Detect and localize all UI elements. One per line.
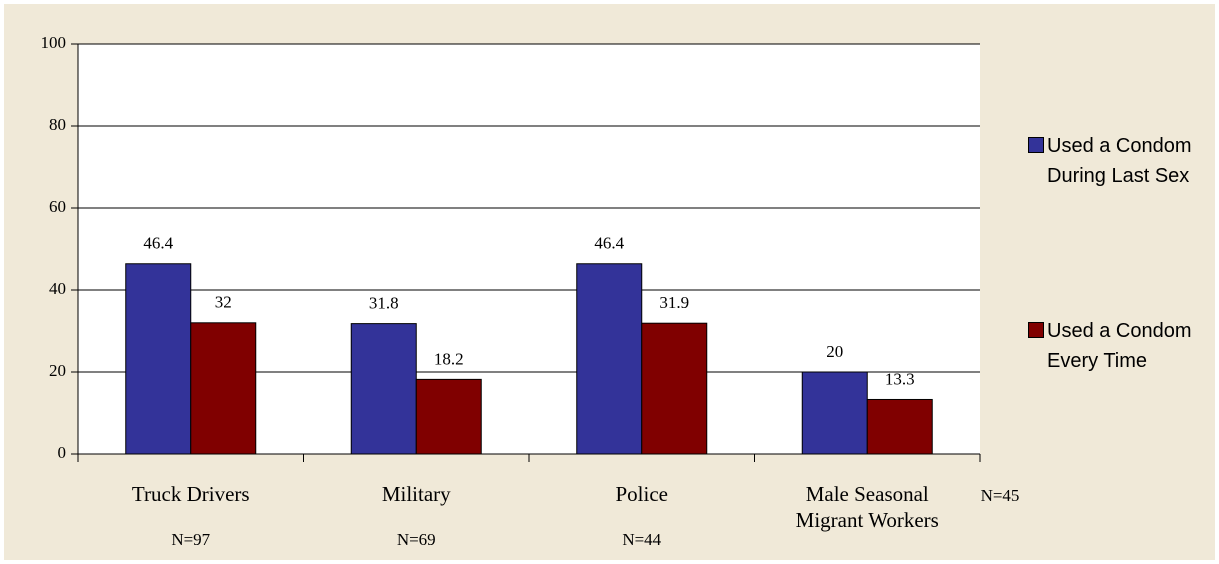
legend-label: Used a Condom Every Time — [1047, 320, 1192, 372]
legend-swatch — [1028, 137, 1044, 153]
chart-svg: 0 20 40 60 80 100 46.4 32 31.8 18.2 46.4 31.9 20 13.3 — [41, 33, 981, 462]
bar — [350, 323, 417, 455]
bar — [125, 263, 192, 455]
sample-size: N=97 — [171, 530, 211, 549]
bar — [866, 398, 933, 455]
value-label: 32 — [215, 293, 232, 312]
y-tick-label: 0 — [58, 443, 67, 462]
bar — [415, 378, 482, 455]
y-tick-label: 20 — [49, 361, 66, 380]
value-label: 31.8 — [369, 294, 399, 313]
x-tick-label: Military — [381, 482, 451, 506]
bar — [801, 371, 868, 455]
bar — [576, 263, 643, 455]
value-label: 18.2 — [434, 349, 464, 368]
y-tick-label: 40 — [49, 279, 66, 298]
value-label: 31.9 — [659, 293, 689, 312]
legend-label: Used a Condom During Last Sex — [1047, 135, 1192, 187]
value-label: 46.4 — [594, 234, 624, 253]
value-label: 46.4 — [143, 234, 173, 253]
sample-size: N=44 — [622, 530, 662, 549]
legend-swatch — [1028, 322, 1044, 338]
x-tick-label: Truck Drivers — [131, 482, 250, 506]
y-tick-label: 60 — [49, 197, 66, 216]
x-tick-label: Police — [615, 482, 669, 506]
value-label: 13.3 — [885, 369, 915, 388]
y-tick-label: 80 — [49, 115, 66, 134]
chart: 0 20 40 60 80 100 46.4 32 31.8 18.2 46.4 31.9 20 13.3… — [4, 4, 1215, 560]
sample-size: N=45 — [980, 486, 1020, 505]
bar — [190, 322, 257, 455]
value-label: 20 — [826, 342, 843, 361]
x-tick-label: Male Seasonal Migrant Workers — [795, 482, 939, 532]
y-tick-label: 100 — [41, 33, 67, 52]
sample-size: N=69 — [396, 530, 436, 549]
bar — [641, 322, 708, 455]
